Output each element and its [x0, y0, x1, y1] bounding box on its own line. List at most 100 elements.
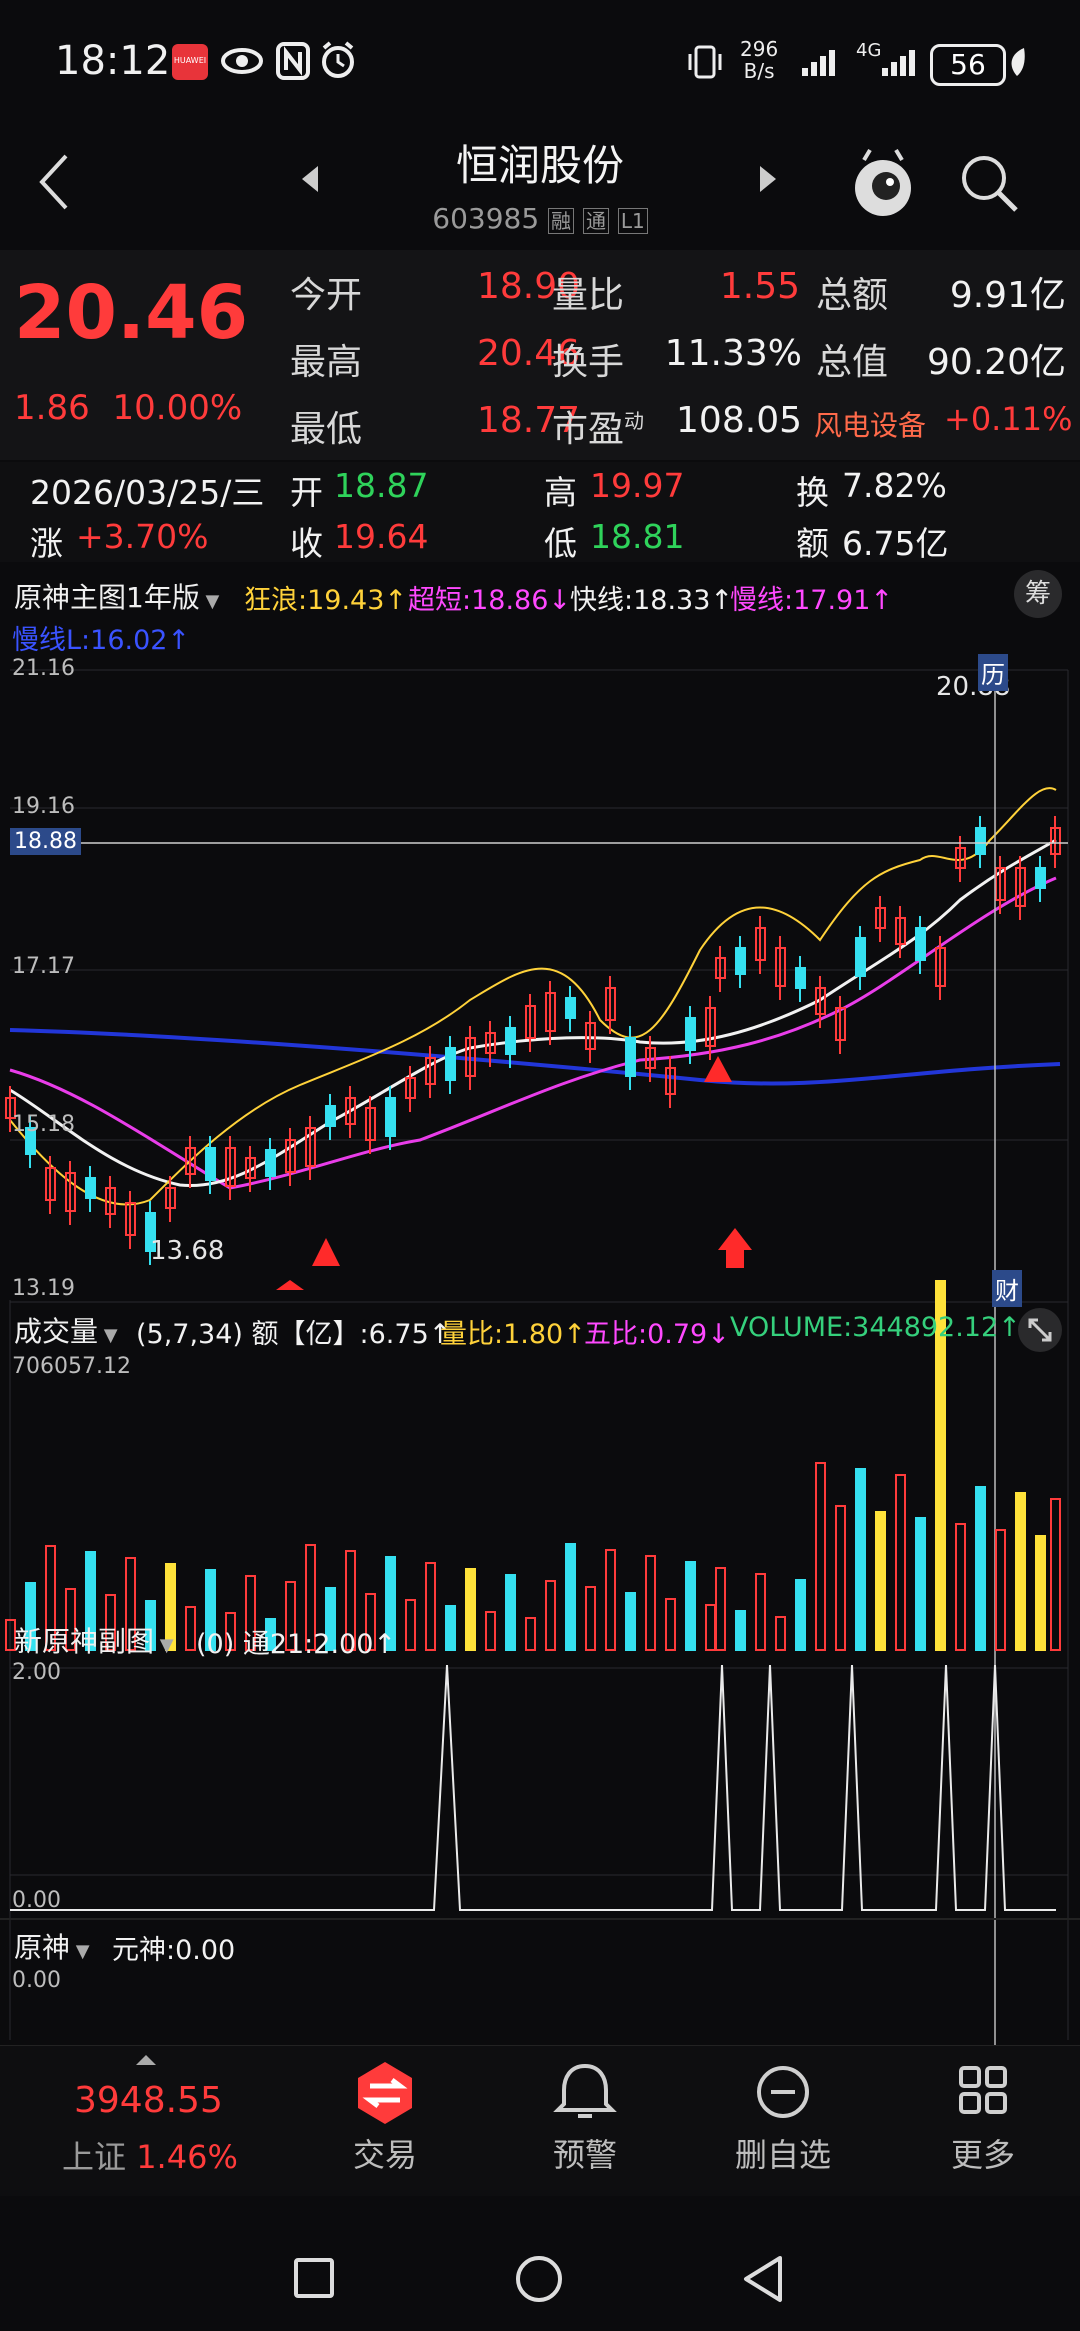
expand-icon — [1028, 1318, 1052, 1342]
label-high: 最高 — [290, 342, 363, 383]
sub-indicator-dropdown[interactable]: 新原神副图 ▼ — [14, 1620, 174, 1660]
sub2-top-label: 0.00 — [12, 1968, 61, 1993]
home-button[interactable] — [514, 2254, 564, 2308]
recents-button[interactable] — [292, 2256, 336, 2304]
next-stock-button[interactable] — [756, 164, 780, 198]
crosshair-price: 18.88 — [10, 828, 81, 855]
day-high-label: 高 — [544, 473, 577, 512]
day-low-label: 低 — [544, 524, 577, 563]
signal-icon-2 — [880, 44, 922, 82]
tag-l1: L1 — [617, 208, 648, 234]
day-open-label: 开 — [290, 473, 323, 512]
minus-circle-icon — [757, 2066, 809, 2118]
history-badge[interactable]: 历 — [978, 654, 1008, 691]
index-pct: 1.46% — [136, 2138, 238, 2176]
nav-trade[interactable]: 交易 — [330, 2056, 440, 2186]
y-tick-2: 19.16 — [12, 794, 75, 819]
value-high: 20.46 — [476, 333, 580, 374]
nav-remove-watchlist[interactable]: 删自选 — [728, 2056, 838, 2186]
index-expand-icon[interactable] — [134, 2052, 158, 2071]
label-pe-text: 市盈 — [552, 409, 625, 450]
volume-bar — [565, 1543, 576, 1651]
net-speed: 296 B/s — [740, 38, 778, 82]
volume-bar — [385, 1556, 396, 1651]
volume-bars-group — [5, 1280, 1061, 1651]
system-nav-bar — [0, 2210, 1080, 2331]
prev-stock-button[interactable] — [298, 164, 322, 198]
value-pe: 108.05 — [676, 400, 802, 441]
value-amount: 9.91亿 — [949, 275, 1066, 316]
signal-triangle — [704, 1056, 732, 1082]
day-amt-label: 额 — [796, 524, 829, 563]
change-pct: 10.00% — [112, 388, 243, 428]
day-chg-label: 涨 — [30, 524, 63, 563]
day-open-value: 18.87 — [334, 466, 429, 505]
candles-group — [5, 816, 1061, 1265]
chart-area[interactable] — [0, 640, 1080, 2050]
volume-bar — [1015, 1492, 1026, 1651]
volume-bar — [715, 1567, 726, 1651]
nav-trade-label: 交易 — [352, 2136, 417, 2174]
main-indicator-label: 原神主图1年版 — [14, 581, 200, 614]
day-low-value: 18.81 — [590, 517, 685, 556]
volume-bar — [665, 1598, 676, 1651]
volume-bar — [605, 1549, 616, 1651]
volume-bar — [775, 1616, 786, 1651]
back-nav-button[interactable] — [740, 2254, 786, 2308]
day-close-label: 收 — [290, 524, 323, 563]
label-amount: 总额 — [816, 275, 889, 316]
index-info[interactable]: 上证 1.46% — [62, 2132, 238, 2178]
volume-bar — [185, 1606, 196, 1651]
nav-more[interactable]: 更多 — [928, 2056, 1038, 2186]
nav-alert-label: 预警 — [552, 2136, 617, 2174]
legend-five-ratio: 五比:0.79↓ — [584, 1319, 730, 1350]
volume-max-label: 706057.12 — [12, 1354, 131, 1379]
clock: 18:12 — [55, 38, 171, 84]
volume-bar — [645, 1555, 656, 1651]
chip-button[interactable]: 筹 — [1014, 570, 1062, 618]
signal-icon — [800, 44, 842, 82]
y-tick-3: 17.17 — [12, 954, 75, 979]
volume-bar — [975, 1486, 986, 1651]
volume-bar — [65, 1588, 76, 1651]
back-button[interactable] — [34, 150, 74, 218]
sub2-indicator-dropdown[interactable]: 原神 ▼ — [14, 1926, 90, 1966]
finance-badge[interactable]: 财 — [992, 1270, 1022, 1307]
label-pe: 市盈动 — [552, 400, 644, 452]
volume-bar — [835, 1505, 846, 1651]
volume-bar — [895, 1474, 906, 1651]
volume-bar — [525, 1617, 536, 1651]
volume-bar — [735, 1610, 746, 1651]
net-speed-value: 296 — [740, 37, 779, 61]
eye-icon — [220, 44, 264, 82]
volume-bar — [105, 1594, 116, 1651]
y-tick-4: 15.18 — [12, 1112, 75, 1137]
legend-yuanshen: 元神:0.00 — [112, 1935, 236, 1966]
sector-link[interactable]: 风电设备 — [814, 409, 927, 442]
label-pe-sup: 动 — [624, 409, 645, 433]
search-icon[interactable] — [956, 150, 1022, 220]
vibrate-icon — [686, 44, 724, 84]
stock-name: 恒润股份 — [455, 141, 624, 190]
expand-button[interactable] — [1018, 1308, 1062, 1352]
nav-alert[interactable]: 预警 — [530, 2056, 640, 2186]
index-value[interactable]: 3948.55 — [74, 2080, 223, 2121]
volume-bar — [795, 1579, 806, 1651]
volume-bar — [405, 1599, 416, 1651]
value-vol-ratio: 1.55 — [719, 266, 800, 307]
volume-bar — [995, 1529, 1006, 1651]
signal-triangle — [312, 1238, 340, 1266]
stock-code-row: 603985 融 通 L1 — [0, 202, 1080, 235]
bottom-nav — [0, 2045, 1080, 2196]
last-price: 20.46 — [14, 270, 249, 356]
legend-volume: VOLUME:344892.12↑ — [730, 1312, 1021, 1343]
volume-bar — [305, 1544, 316, 1651]
price-change: 1.86 10.00% — [14, 388, 242, 428]
triangle-back-icon — [744, 2256, 782, 2302]
volume-bar — [1035, 1535, 1046, 1651]
volume-indicator-dropdown[interactable]: 成交量 ▼ — [14, 1310, 118, 1350]
main-indicator-dropdown[interactable]: 原神主图1年版 ▼ — [14, 576, 219, 616]
assistant-icon[interactable] — [850, 140, 916, 224]
volume-bar — [505, 1574, 516, 1651]
index-name: 上证 — [62, 2138, 127, 2176]
